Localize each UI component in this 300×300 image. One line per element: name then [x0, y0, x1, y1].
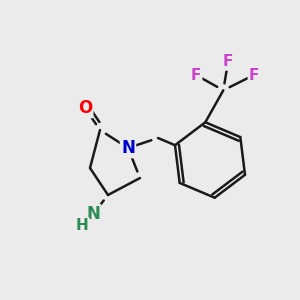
Text: F: F — [191, 68, 201, 82]
Text: F: F — [249, 68, 259, 82]
Text: H: H — [76, 218, 88, 233]
Text: N: N — [86, 205, 100, 223]
Text: N: N — [121, 139, 135, 157]
Text: F: F — [223, 55, 233, 70]
Text: O: O — [78, 99, 92, 117]
